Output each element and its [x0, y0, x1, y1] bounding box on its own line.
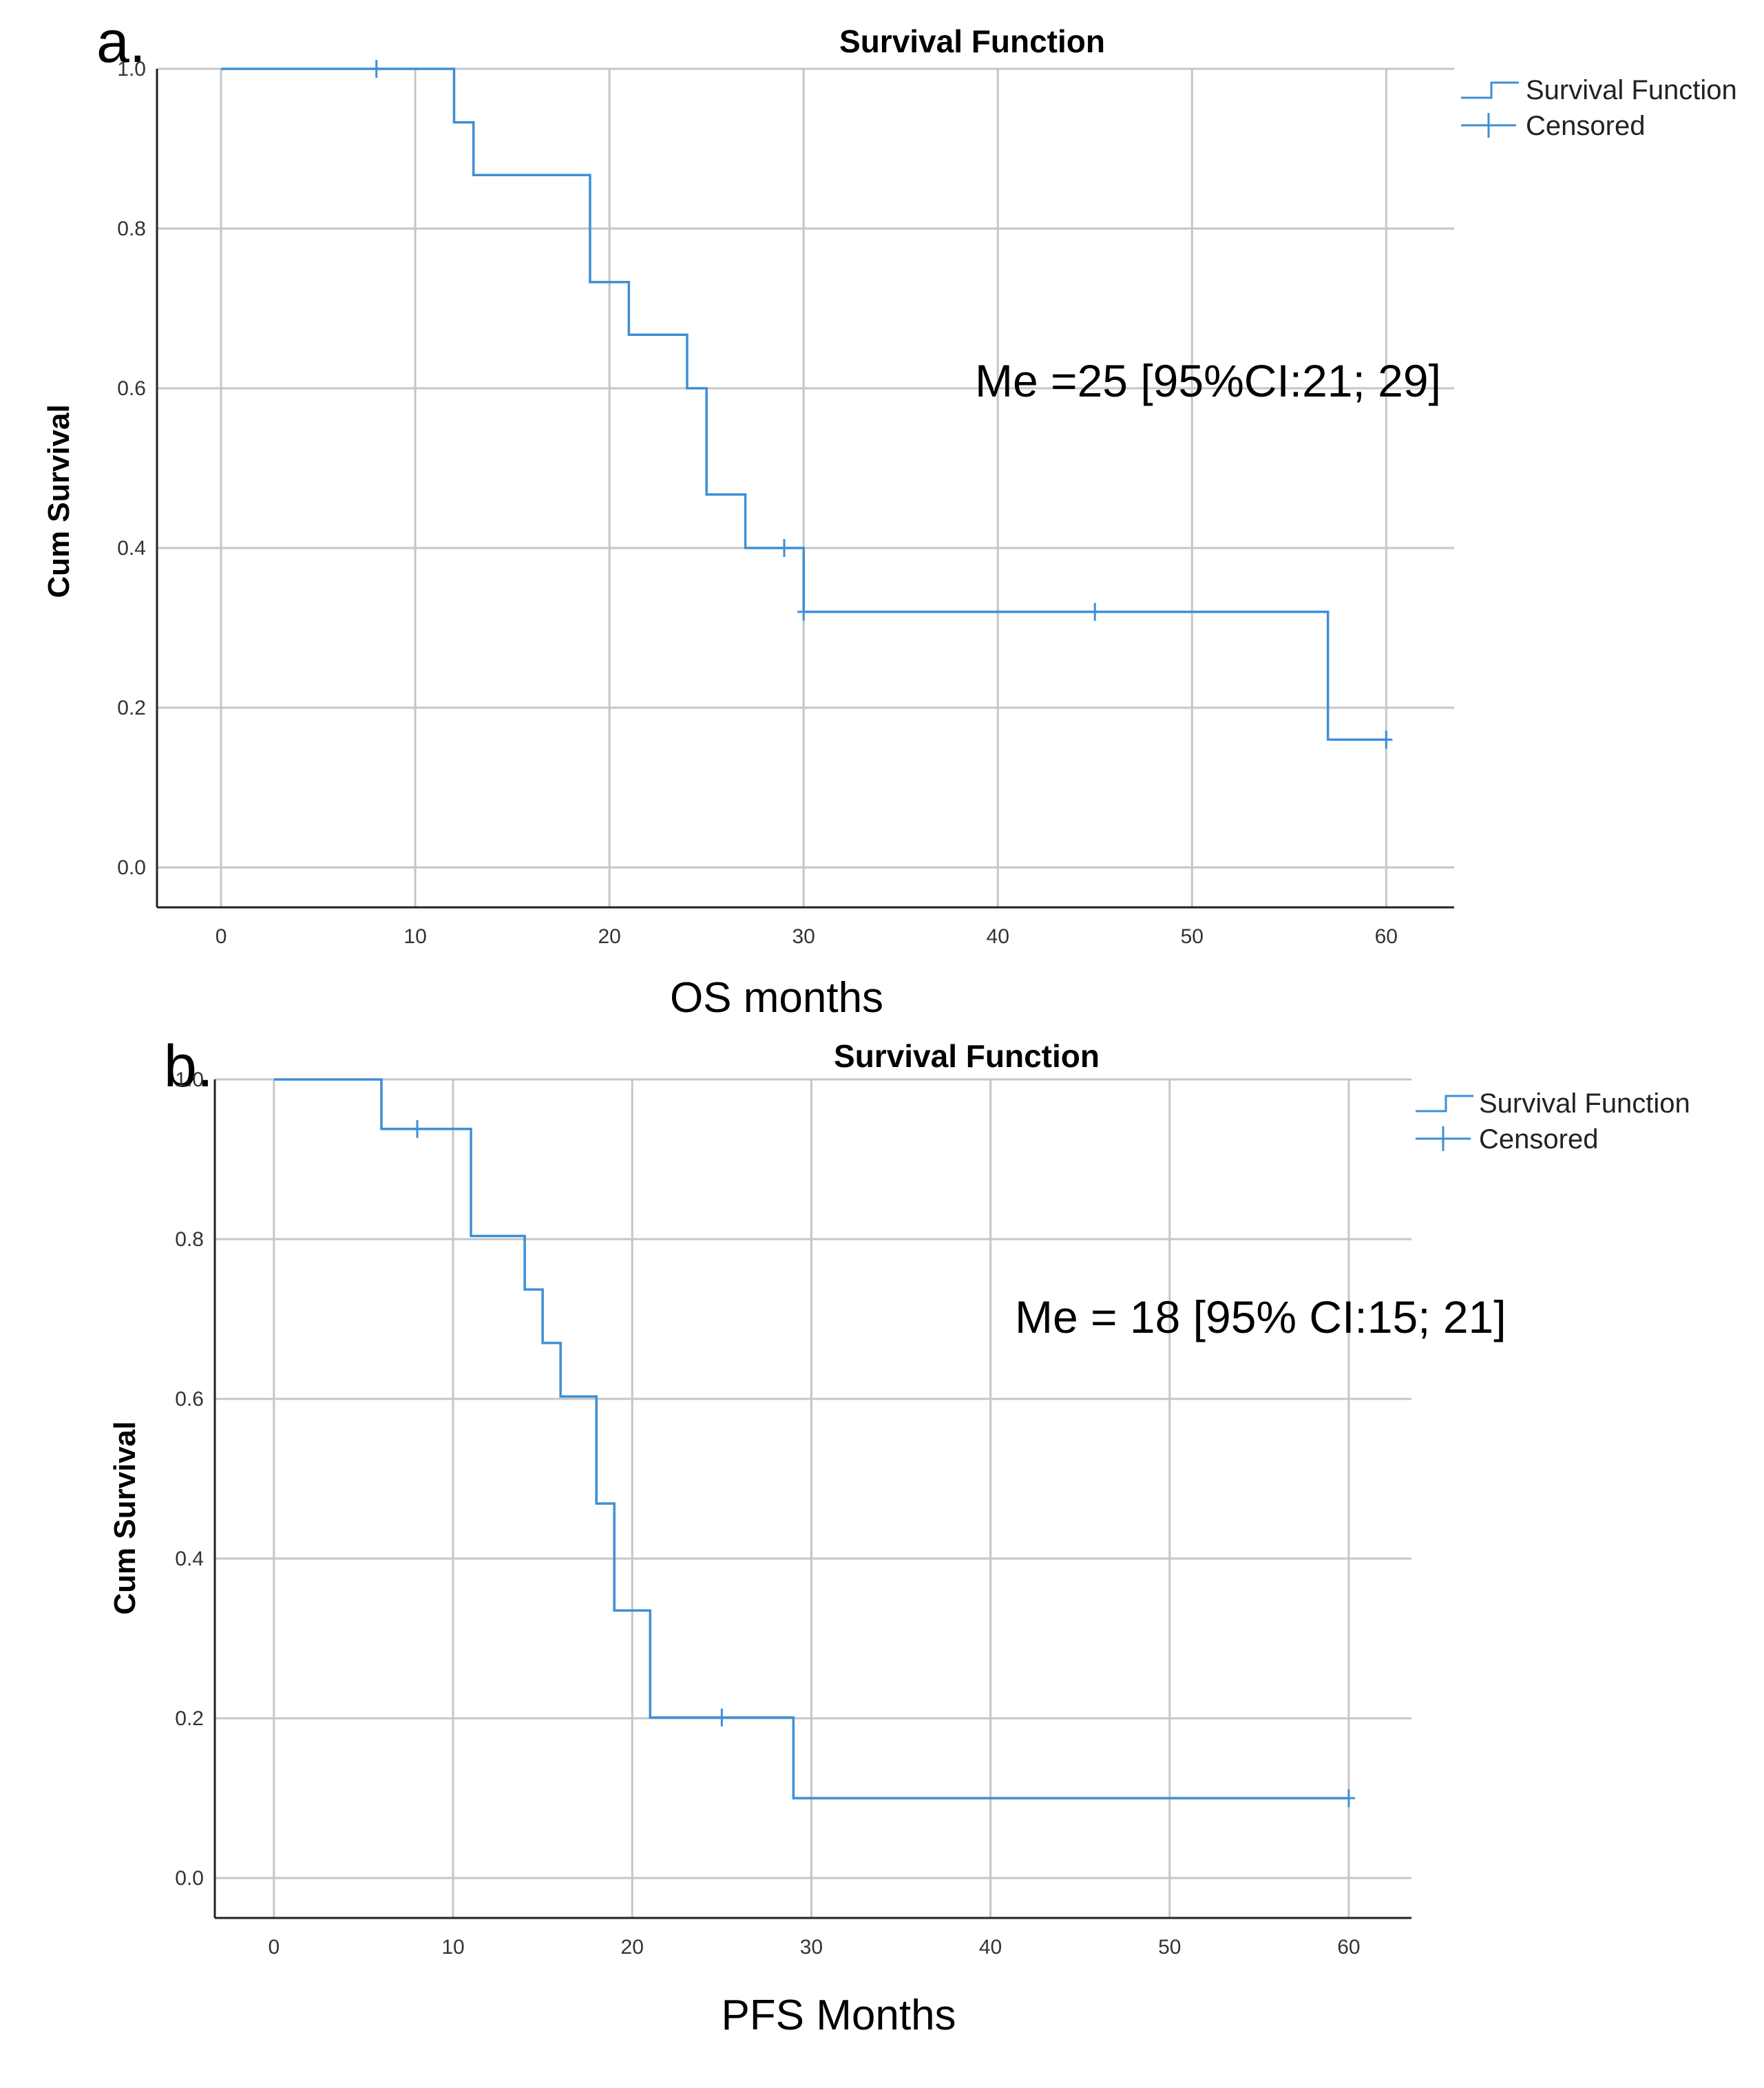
x-tick-label: 40: [979, 1936, 1002, 1959]
x-tick-label: 20: [598, 925, 620, 948]
chart-panel-a: a. Survival Function 0 10 20 30 40 50 60 0.00.…: [42, 9, 1737, 1022]
chart-title: Survival Function: [839, 23, 1105, 59]
y-tick-label: 0.8: [175, 1228, 204, 1251]
censored-markers: [370, 60, 1393, 749]
y-tick-label: 0.2: [175, 1707, 204, 1730]
y-tick-label: 0.2: [117, 697, 146, 719]
median-annotation: Me = 18 [95% CI:15; 21]: [1015, 1291, 1506, 1342]
legend-survival-swatch: [1416, 1095, 1473, 1112]
x-tick-label: 30: [800, 1936, 823, 1959]
survival-step-line: [273, 1078, 1349, 1800]
x-axis-label: PFS Months: [721, 1992, 956, 2039]
x-tick-labels: 0 10 20 30 40 50 60: [269, 1936, 1361, 1959]
legend-survival-label: Survival Function: [1479, 1088, 1690, 1119]
survival-curve: [221, 67, 1387, 741]
legend: Survival Function Censored: [1416, 1088, 1690, 1154]
y-tick-label: 0.0: [117, 856, 146, 879]
legend-survival-swatch: [1461, 81, 1519, 99]
median-annotation: Me =25 [95%CI:21; 29]: [975, 355, 1441, 406]
y-tick-label: 1.0: [175, 1068, 204, 1091]
y-tick-labels: 0.0 0.2 0.4 0.6 0.8 1.0: [117, 58, 146, 879]
x-tick-label: 60: [1337, 1936, 1360, 1959]
censored-markers: [411, 1119, 1355, 1807]
y-tick-label: 0.6: [175, 1388, 204, 1411]
y-tick-label: 0.4: [175, 1548, 204, 1570]
legend-censored-label: Censored: [1479, 1124, 1598, 1154]
x-axis-label: OS months: [670, 974, 883, 1022]
y-tick-label: 0.8: [117, 218, 146, 240]
axes: [156, 69, 1454, 909]
panel-label: b.: [164, 1033, 213, 1099]
legend: Survival Function Censored: [1461, 75, 1737, 141]
y-axis-label: Cum Survival: [108, 1421, 142, 1614]
y-tick-label: 0.6: [117, 377, 146, 400]
x-tick-labels: 0 10 20 30 40 50 60: [216, 925, 1398, 948]
x-tick-label: 40: [987, 925, 1009, 948]
x-tick-label: 0: [216, 925, 227, 948]
x-tick-label: 30: [792, 925, 815, 948]
x-tick-label: 20: [621, 1936, 644, 1959]
x-tick-label: 60: [1375, 925, 1398, 948]
x-tick-label: 50: [1158, 1936, 1181, 1959]
legend-censored-label: Censored: [1526, 111, 1645, 141]
y-tick-label: 0.4: [117, 537, 146, 560]
axes: [213, 1079, 1411, 1919]
survival-step-line: [221, 67, 1387, 741]
chart-title: Survival Function: [834, 1038, 1100, 1074]
x-tick-label: 10: [403, 925, 426, 948]
y-axis-label: Cum Survival: [42, 404, 76, 598]
chart-panel-b: b. Survival Function 0 10 20 30 40 50 60 0.00.…: [108, 1033, 1690, 2039]
y-tick-label: 0.0: [175, 1867, 204, 1890]
legend-survival-label: Survival Function: [1526, 75, 1737, 105]
x-tick-label: 50: [1181, 925, 1204, 948]
grid: [157, 67, 1454, 907]
grid: [215, 1078, 1411, 1918]
survival-curve: [273, 1078, 1349, 1800]
panel-label: a.: [96, 9, 146, 75]
x-tick-label: 10: [441, 1936, 464, 1959]
y-tick-label: 1.0: [117, 58, 146, 81]
y-tick-labels: 0.0 0.2 0.4 0.6 0.8 1.0: [175, 1068, 204, 1890]
x-tick-label: 0: [269, 1936, 280, 1959]
